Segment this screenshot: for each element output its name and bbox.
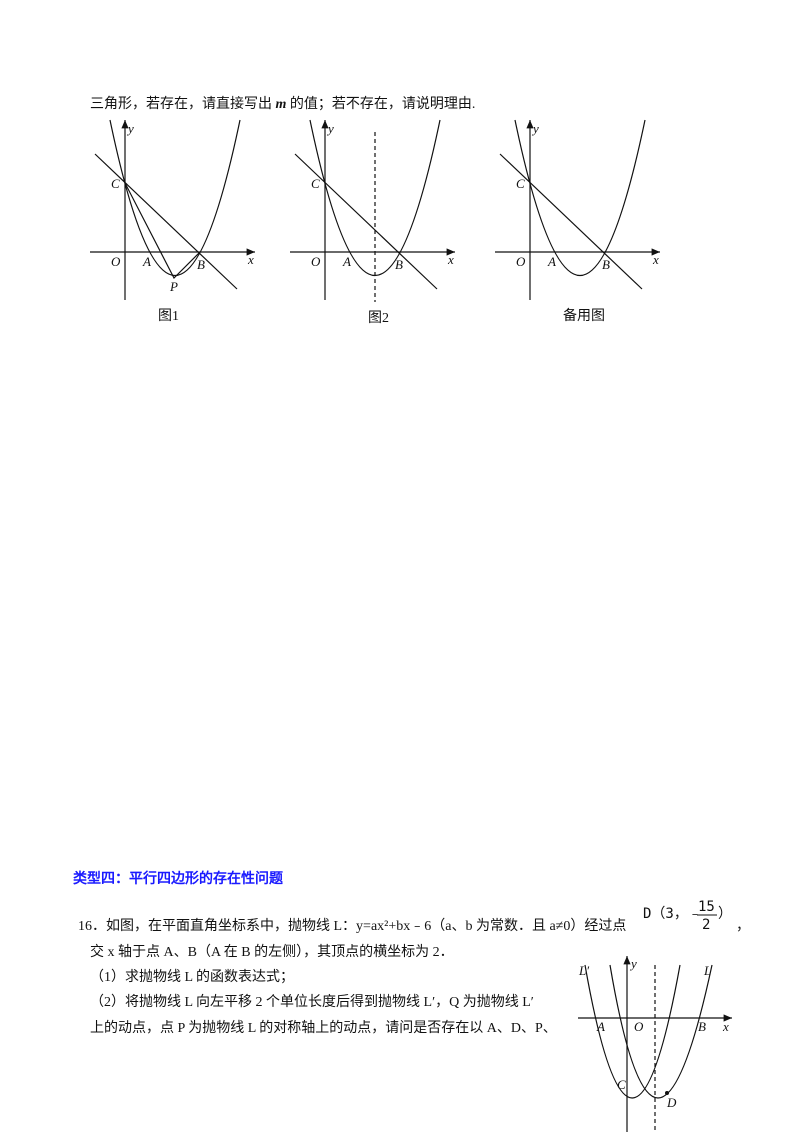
figure: y C O A B x 备用图 — [495, 119, 660, 324]
intro-text: 三角形，若存在，请直接写出 — [90, 95, 276, 112]
intro-var: m — [276, 97, 287, 112]
problem-text: 上的动点，点 P 为抛物线 L 的对称轴上的动点，请问是否存在以 A、D、P、 — [90, 1020, 557, 1036]
figure: y C O A B x P 图1 — [90, 119, 255, 324]
point-label: A — [142, 254, 151, 269]
curve-label: L′ — [578, 963, 589, 978]
point-label: O — [111, 254, 121, 269]
caption: 图1 — [158, 309, 179, 324]
problem-text: 交 x 轴于点 A、B（A 在 B 的左侧），其顶点的横坐标为 2． — [90, 943, 454, 960]
problem-text: （2）将抛物线 L 向左平移 2 个单位长度后得到抛物线 L′，Q 为抛物线 L… — [90, 993, 534, 1010]
point-label: B — [698, 1019, 706, 1034]
point-text: ） — [718, 906, 732, 922]
point-label: B — [602, 257, 610, 272]
intro-text: 的值；若不存在，请说明理由. — [286, 96, 475, 112]
point-label: B — [197, 257, 205, 272]
caption: 备用图 — [563, 307, 605, 324]
point-label: C — [111, 176, 120, 191]
fraction-num: 15 — [698, 899, 715, 915]
point-label: D — [666, 1095, 677, 1110]
point-label: A — [596, 1019, 605, 1034]
figure: L′ y L A O B x C D — [578, 956, 732, 1132]
point-text: D（3， — [643, 906, 688, 922]
problem-text: （1）求抛物线 L 的函数表达式； — [90, 969, 294, 985]
point-label: A — [342, 254, 351, 269]
point-label: B — [395, 257, 403, 272]
point-label: P — [169, 279, 178, 294]
axis-label: x — [447, 252, 454, 267]
point-label: C — [617, 1077, 626, 1092]
curve-label: L — [703, 963, 711, 978]
axis-label: y — [531, 121, 539, 136]
point-label: C — [516, 176, 525, 191]
point-d: D（3， ﹣ 15 2 ） — [643, 899, 732, 933]
point-label: O — [516, 254, 526, 269]
axis-label: x — [722, 1019, 729, 1034]
axis-label: y — [326, 121, 334, 136]
axis-label: y — [629, 956, 637, 971]
point-label: O — [634, 1019, 644, 1034]
point-text: ﹣ — [688, 906, 702, 922]
axis-label: y — [126, 121, 134, 136]
intro: 三角形，若存在，请直接写出 m 的值；若不存在，请说明理由. — [90, 95, 475, 112]
figure: y C O A B x 图2 — [290, 119, 455, 326]
point-label: A — [547, 254, 556, 269]
axis-label: x — [652, 252, 659, 267]
section-title: 类型四：平行四边形的存在性问题 — [73, 870, 284, 887]
caption: 图2 — [368, 311, 389, 326]
point-label: O — [311, 254, 321, 269]
problem-text: 16．如图，在平面直角坐标系中，抛物线 L：y=ax²+bx﹣6（a、b 为常数… — [78, 917, 626, 934]
point-label: C — [311, 176, 320, 191]
problem-text: ， — [736, 919, 750, 934]
fraction-den: 2 — [702, 917, 710, 933]
axis-label: x — [247, 252, 254, 267]
